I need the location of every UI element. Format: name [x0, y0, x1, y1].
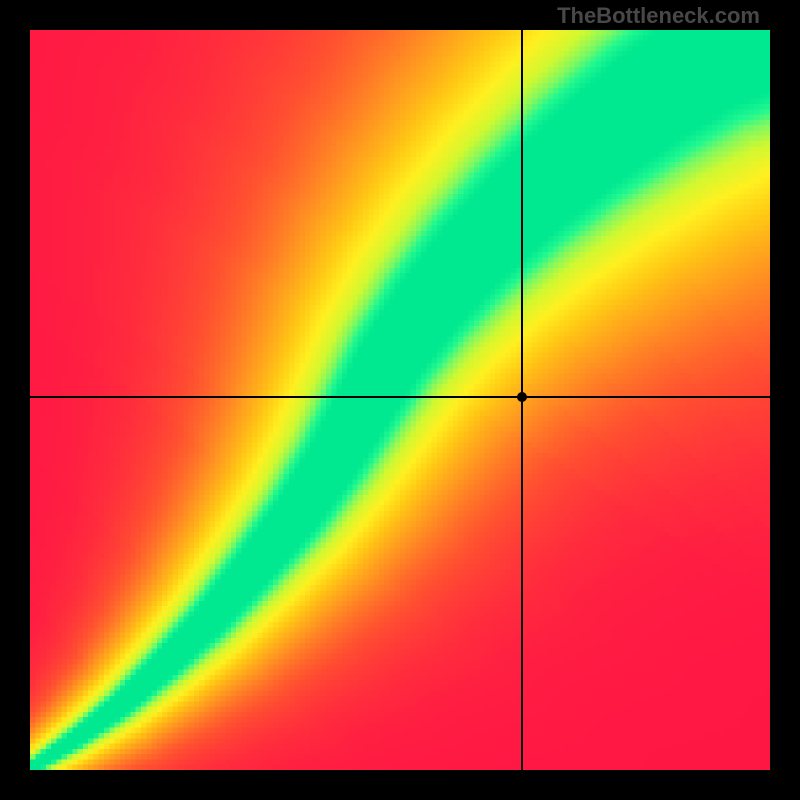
bottleneck-heatmap [30, 30, 770, 770]
crosshair-horizontal [30, 396, 770, 398]
watermark-text: TheBottleneck.com [557, 3, 760, 29]
chart-container: TheBottleneck.com [0, 0, 800, 800]
